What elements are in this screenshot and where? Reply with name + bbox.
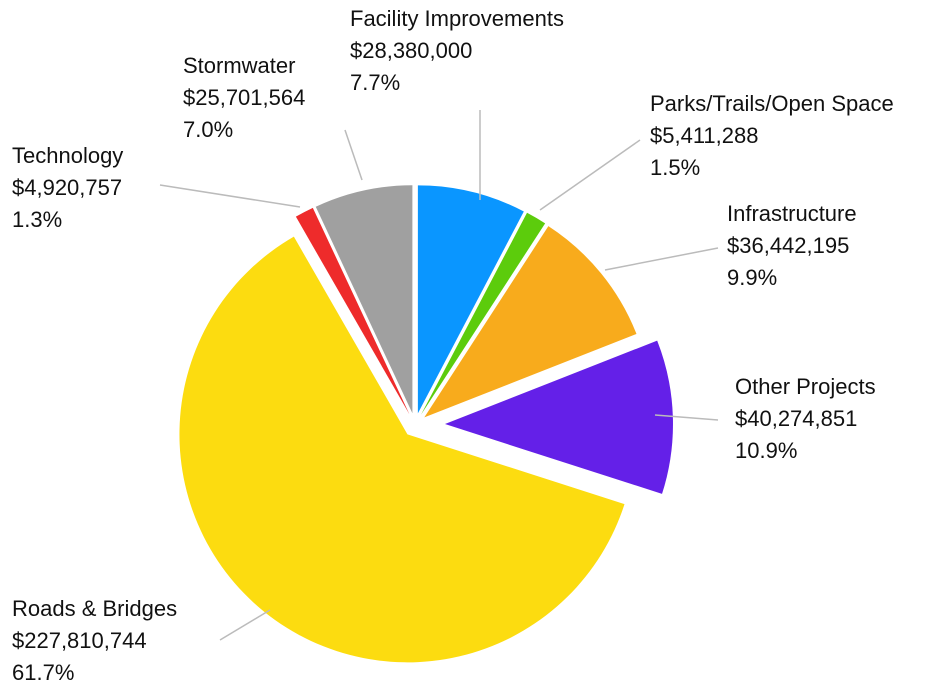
- leader-line: [344, 129, 363, 181]
- pie-slice: [417, 185, 524, 414]
- slice-value: $36,442,195: [727, 233, 849, 258]
- slice-value: $227,810,744: [12, 628, 147, 653]
- leader-line: [219, 609, 271, 641]
- slice-label: Stormwater: [183, 53, 295, 78]
- leader-line: [654, 414, 719, 421]
- slice-percent: 10.9%: [735, 438, 797, 463]
- slice-value: $28,380,000: [350, 38, 472, 63]
- slice-percent: 1.5%: [650, 155, 700, 180]
- leader-line: [539, 139, 641, 211]
- slice-percent: 7.7%: [350, 70, 400, 95]
- slice-value: $4,920,757: [12, 175, 122, 200]
- slice-percent: 1.3%: [12, 207, 62, 232]
- pie-slice: [424, 226, 637, 418]
- slice-label: Parks/Trails/Open Space: [650, 91, 894, 116]
- slice-label: Technology: [12, 143, 123, 168]
- slice-percent: 61.7%: [12, 660, 74, 685]
- slice-value: $40,274,851: [735, 406, 857, 431]
- slice-percent: 9.9%: [727, 265, 777, 290]
- slice-percent: 7.0%: [183, 117, 233, 142]
- leader-line: [159, 184, 301, 208]
- slice-label: Facility Improvements: [350, 6, 564, 31]
- pie-slice: [295, 207, 410, 415]
- leader-line: [604, 247, 719, 271]
- pie-slice: [444, 340, 673, 494]
- slice-value: $5,411,288: [650, 123, 758, 148]
- slice-value: $25,701,564: [183, 85, 305, 110]
- pie-slice: [315, 185, 413, 414]
- slice-label: Infrastructure: [727, 201, 857, 226]
- pie-slice: [179, 236, 625, 663]
- slice-label: Roads & Bridges: [12, 596, 177, 621]
- slice-label: Other Projects: [735, 374, 876, 399]
- pie-slice: [421, 212, 546, 415]
